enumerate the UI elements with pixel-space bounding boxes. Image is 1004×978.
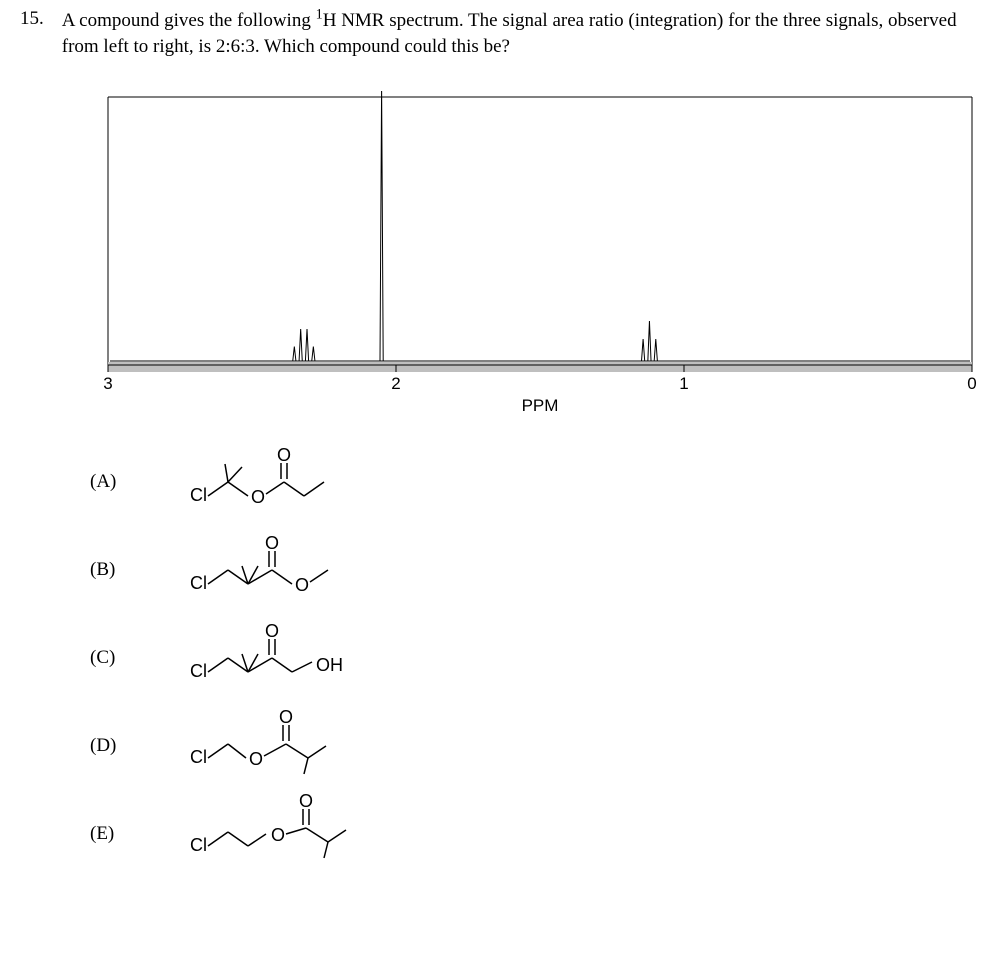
svg-text:1: 1: [679, 374, 688, 393]
svg-text:O: O: [265, 621, 279, 641]
choice-row-b: (B) Cl O O: [90, 526, 988, 614]
svg-text:O: O: [299, 791, 313, 811]
svg-text:OH: OH: [316, 655, 343, 675]
choice-label: (D): [90, 735, 180, 757]
choice-structure: Cl O O: [180, 441, 380, 524]
choice-label: (B): [90, 559, 180, 581]
svg-text:O: O: [271, 825, 285, 845]
choice-structure: Cl O OH: [180, 617, 400, 700]
svg-text:O: O: [265, 533, 279, 553]
question-block: 15. A compound gives the following 1H NM…: [20, 8, 988, 59]
qtext-sup: 1: [316, 7, 323, 23]
question-text: A compound gives the following 1H NMR sp…: [62, 8, 988, 59]
svg-text:Cl: Cl: [190, 485, 207, 505]
choice-structure: Cl O O: [180, 529, 390, 612]
svg-text:O: O: [295, 575, 309, 595]
svg-text:O: O: [279, 707, 293, 727]
svg-text:Cl: Cl: [190, 573, 207, 593]
choice-structure: Cl OO: [180, 791, 390, 878]
question-number: 15.: [20, 8, 44, 30]
svg-text:Cl: Cl: [190, 747, 207, 767]
qtext-part1: A compound gives the following: [62, 10, 316, 31]
svg-text:O: O: [251, 487, 265, 507]
choice-label: (C): [90, 647, 180, 669]
choice-row-d: (D) Cl O O: [90, 702, 988, 790]
svg-text:0: 0: [967, 374, 976, 393]
answer-choices: (A)ClOO(B)ClOO(C)ClOOH(D)ClOO(E)ClOO: [90, 438, 988, 878]
svg-text:3: 3: [103, 374, 112, 393]
svg-text:Cl: Cl: [190, 835, 207, 855]
choice-row-a: (A) Cl O O: [90, 438, 988, 526]
nmr-spectrum-svg: 3 2 1 0 PPM: [90, 91, 990, 421]
choice-row-c: (C) Cl O OH: [90, 614, 988, 702]
svg-text:O: O: [277, 445, 291, 465]
choice-row-e: (E) Cl OO: [90, 790, 988, 878]
svg-text:PPM: PPM: [522, 396, 559, 415]
choice-label: (A): [90, 471, 180, 493]
nmr-spectrum: 3 2 1 0 PPM: [90, 91, 988, 426]
choice-structure: Cl O O: [180, 703, 380, 790]
svg-text:O: O: [249, 749, 263, 769]
svg-text:Cl: Cl: [190, 661, 207, 681]
svg-text:2: 2: [391, 374, 400, 393]
choice-label: (E): [90, 823, 180, 845]
